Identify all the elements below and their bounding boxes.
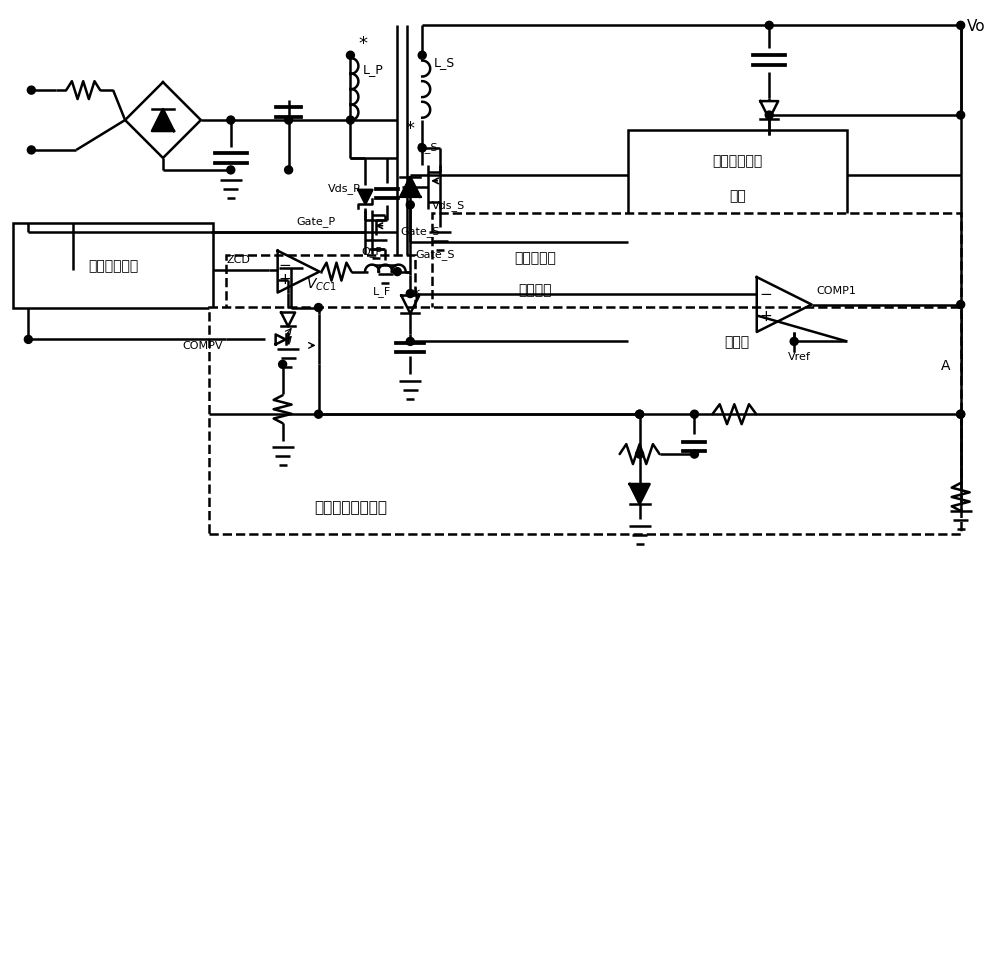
Text: 零电压检测: 零电压检测 bbox=[514, 251, 556, 266]
Circle shape bbox=[957, 22, 965, 30]
Circle shape bbox=[765, 112, 773, 120]
Circle shape bbox=[690, 451, 698, 458]
Bar bbox=[432, 213, 961, 378]
Circle shape bbox=[418, 52, 426, 60]
Circle shape bbox=[285, 167, 293, 174]
Text: L_S: L_S bbox=[434, 56, 455, 69]
Bar bbox=[628, 131, 847, 221]
Bar bbox=[226, 256, 415, 464]
Circle shape bbox=[957, 301, 965, 309]
Text: *: * bbox=[358, 35, 367, 53]
Text: −: − bbox=[278, 258, 291, 273]
Circle shape bbox=[406, 291, 414, 298]
Text: 原边控制电路: 原边控制电路 bbox=[88, 259, 138, 273]
Polygon shape bbox=[400, 177, 420, 198]
Circle shape bbox=[346, 52, 354, 60]
Text: +: + bbox=[760, 309, 772, 324]
Circle shape bbox=[636, 411, 644, 419]
Circle shape bbox=[279, 361, 287, 369]
Text: COMPV: COMPV bbox=[182, 341, 223, 351]
Text: 电路: 电路 bbox=[729, 189, 746, 203]
Text: Gate_S: Gate_S bbox=[415, 248, 455, 260]
Circle shape bbox=[636, 411, 644, 419]
Circle shape bbox=[346, 117, 354, 125]
Circle shape bbox=[227, 117, 235, 125]
Polygon shape bbox=[281, 313, 295, 328]
Text: Gate_P: Gate_P bbox=[296, 216, 335, 227]
Circle shape bbox=[27, 147, 35, 155]
Circle shape bbox=[406, 202, 414, 209]
Circle shape bbox=[27, 87, 35, 95]
Text: ZCD: ZCD bbox=[227, 255, 251, 265]
Circle shape bbox=[315, 304, 323, 312]
Text: Vref: Vref bbox=[788, 352, 811, 362]
Circle shape bbox=[765, 22, 773, 30]
Text: −: − bbox=[760, 287, 772, 301]
Circle shape bbox=[790, 338, 798, 346]
Text: Q_P: Q_P bbox=[362, 245, 383, 257]
Text: 控制电路: 控制电路 bbox=[518, 283, 552, 297]
Text: Vds_S: Vds_S bbox=[432, 201, 465, 211]
Text: $V_{CC1}$: $V_{CC1}$ bbox=[306, 276, 336, 293]
Circle shape bbox=[285, 117, 293, 125]
Circle shape bbox=[393, 268, 401, 276]
Circle shape bbox=[636, 451, 644, 458]
Circle shape bbox=[957, 411, 965, 419]
Circle shape bbox=[690, 411, 698, 419]
Circle shape bbox=[24, 336, 32, 344]
Circle shape bbox=[315, 411, 323, 419]
Circle shape bbox=[418, 144, 426, 153]
Text: COMP1: COMP1 bbox=[817, 285, 856, 296]
Polygon shape bbox=[276, 335, 286, 345]
Bar bbox=[13, 224, 213, 308]
Text: Q_S: Q_S bbox=[416, 141, 438, 153]
Polygon shape bbox=[152, 109, 174, 132]
Polygon shape bbox=[358, 191, 372, 204]
Text: A: A bbox=[941, 359, 950, 373]
Circle shape bbox=[957, 112, 965, 120]
Text: L_P: L_P bbox=[362, 63, 383, 77]
Circle shape bbox=[227, 167, 235, 174]
Text: *: * bbox=[405, 120, 414, 138]
Text: L_F: L_F bbox=[373, 286, 391, 297]
Text: +: + bbox=[278, 272, 291, 287]
Text: *: * bbox=[411, 286, 419, 304]
Circle shape bbox=[406, 338, 414, 346]
Bar bbox=[265, 315, 336, 365]
Circle shape bbox=[957, 411, 965, 419]
Bar bbox=[628, 316, 847, 368]
Text: Vds_P: Vds_P bbox=[328, 183, 360, 194]
Text: Gate_S: Gate_S bbox=[400, 226, 440, 236]
Polygon shape bbox=[630, 484, 650, 505]
Polygon shape bbox=[401, 297, 419, 314]
Bar bbox=[209, 307, 961, 534]
Text: 同步整流控制: 同步整流控制 bbox=[712, 154, 762, 168]
Text: 输出电压反馈电路: 输出电压反馈电路 bbox=[314, 499, 387, 515]
Text: 衰减器: 衰减器 bbox=[725, 335, 750, 349]
Text: Vo: Vo bbox=[967, 18, 985, 34]
